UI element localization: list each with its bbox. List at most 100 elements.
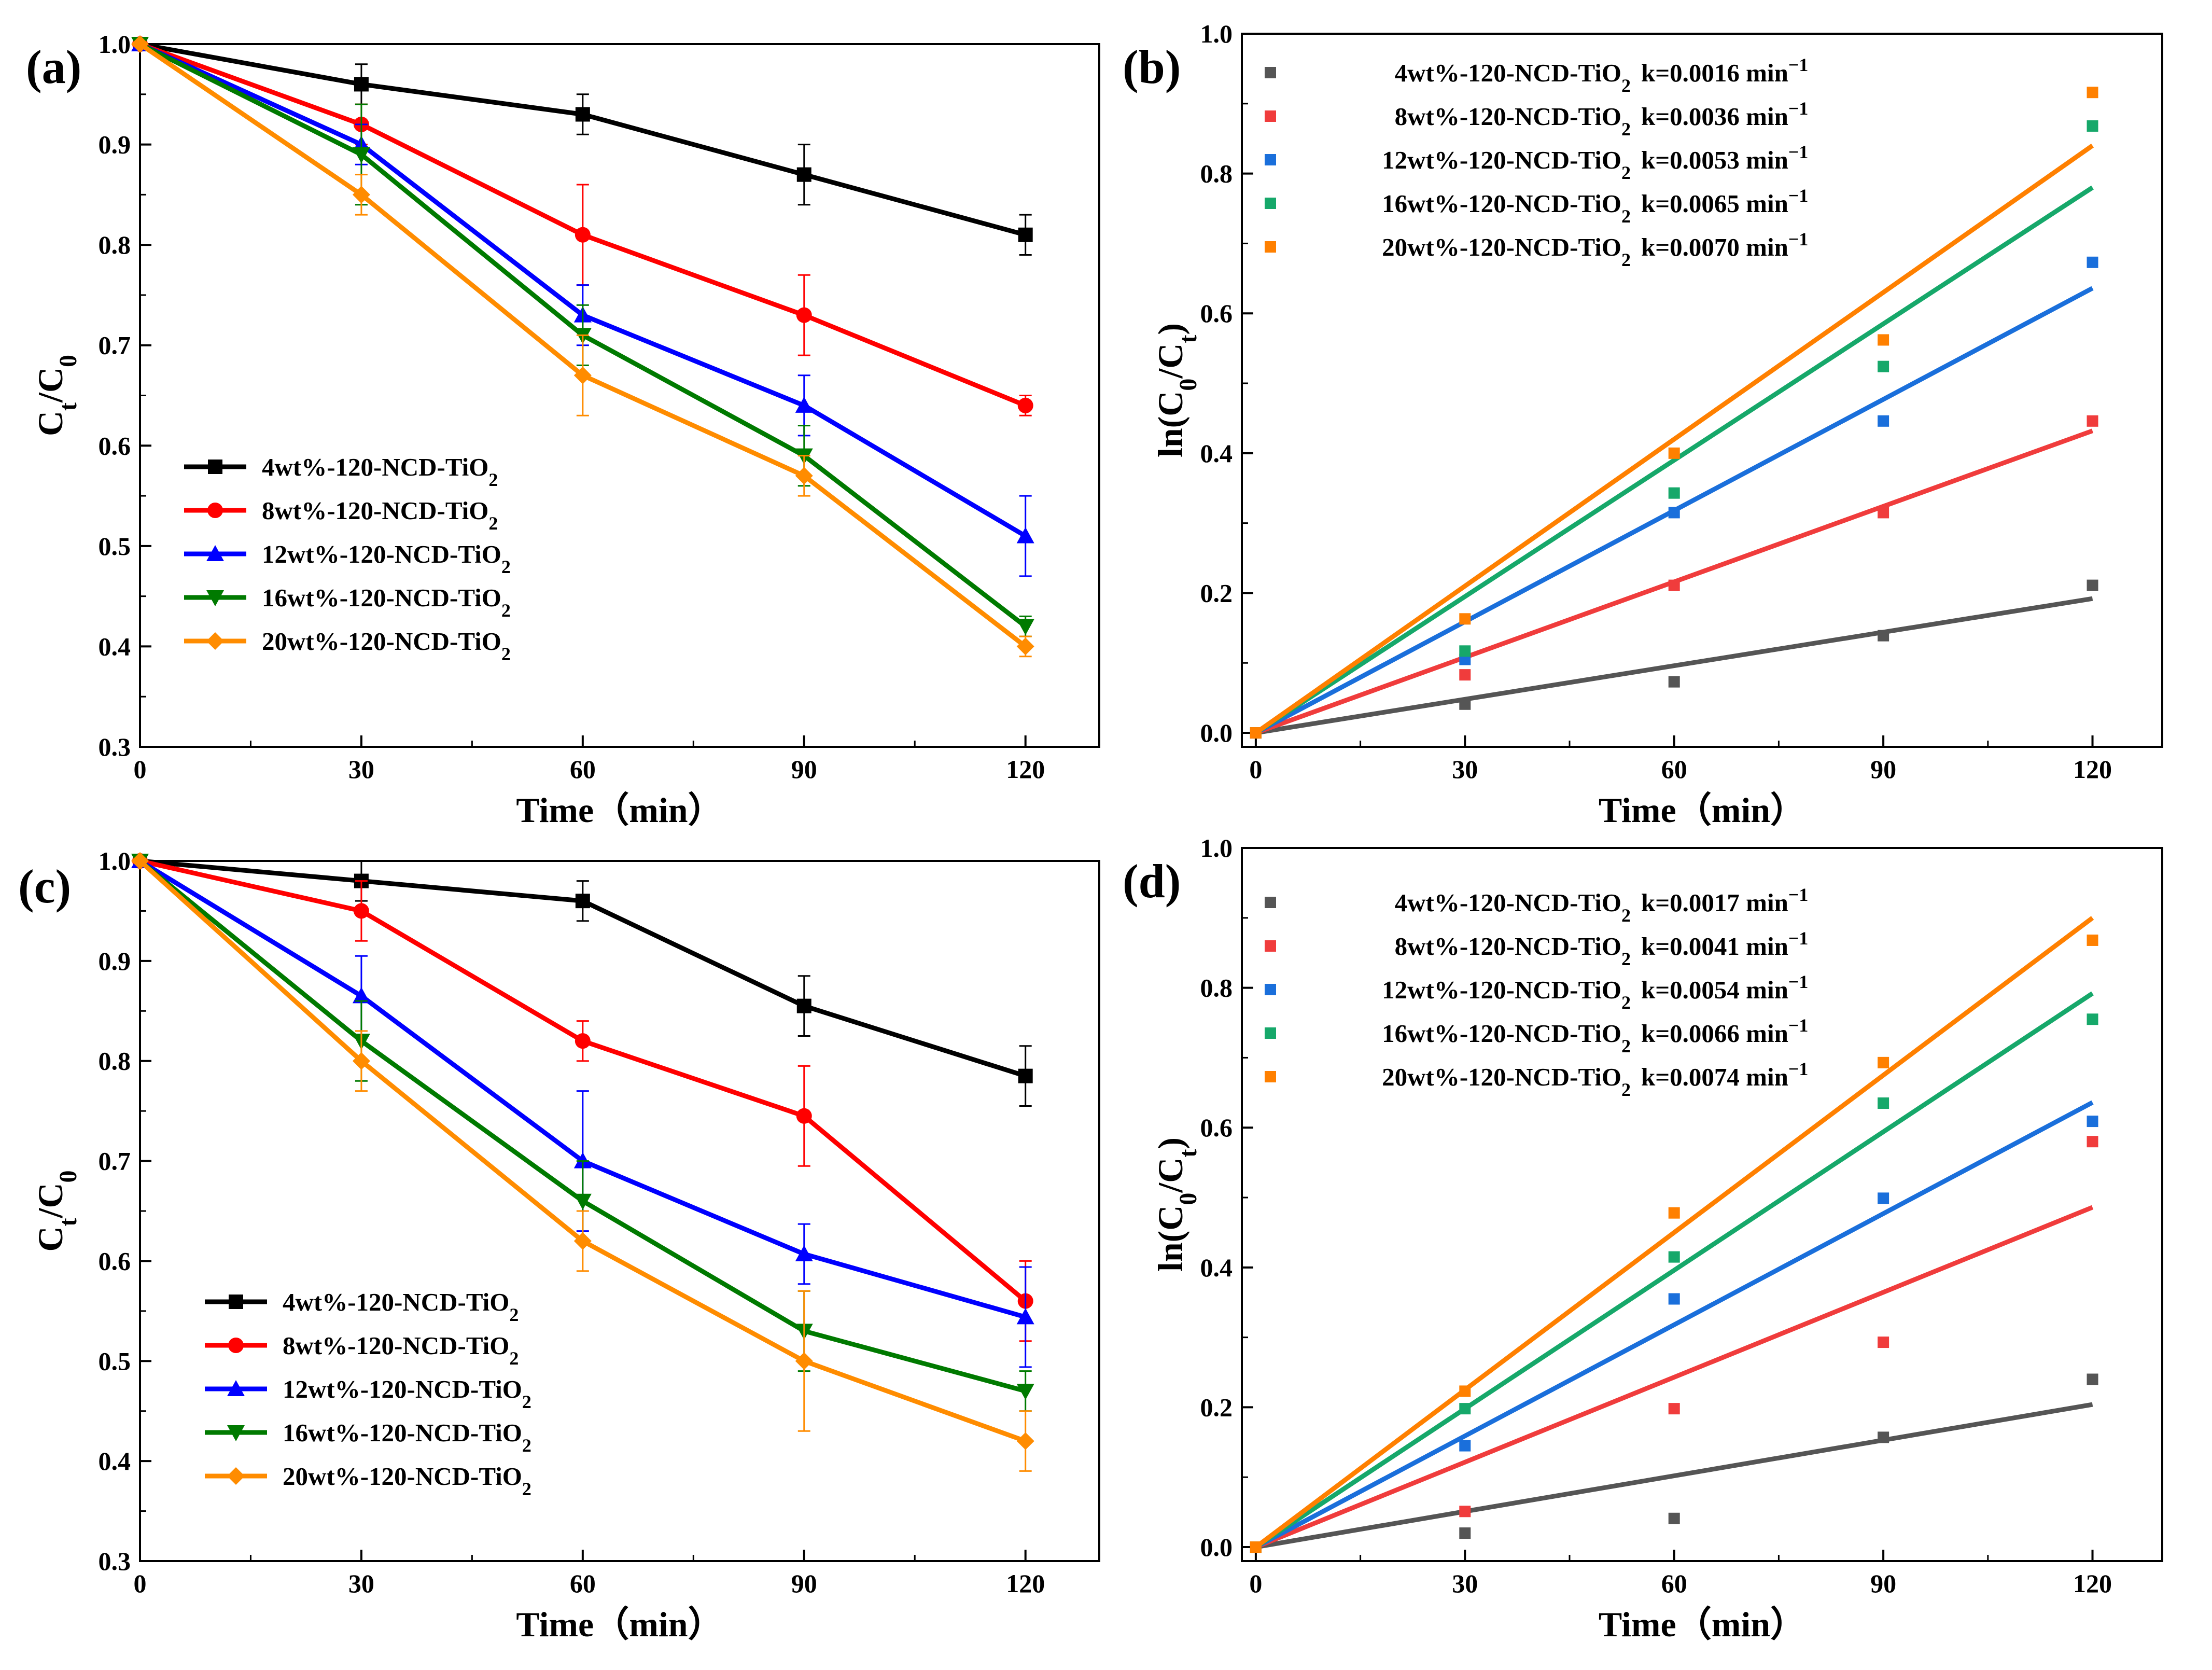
legend-label: 20wt%-120-NCD-TiO2 — [262, 627, 511, 664]
data-point — [1459, 1440, 1471, 1452]
y-tick-label: 1.0 — [99, 846, 131, 875]
fit-line — [1254, 916, 2094, 1549]
data-point — [1016, 527, 1034, 544]
data-point — [1878, 1337, 1889, 1348]
legend-item: 4wt%-120-NCD-TiO2 k=0.0016 min−1 — [1265, 54, 1808, 96]
series-5 — [131, 35, 1034, 658]
legend-item: 20wt%-120-NCD-TiO2 — [184, 627, 511, 664]
panel-label: (a) — [26, 40, 81, 93]
data-point — [2087, 579, 2098, 591]
x-tick-label: 0 — [134, 755, 147, 784]
legend-item: 4wt%-120-NCD-TiO2 k=0.0017 min−1 — [1265, 884, 1808, 926]
data-point — [1016, 619, 1034, 635]
legend-item: 16wt%-120-NCD-TiO2 k=0.0066 min−1 — [1265, 1015, 1808, 1056]
legend-label: 20wt%-120-NCD-TiO2 — [1382, 233, 1631, 270]
legend-marker — [227, 1380, 245, 1396]
data-point — [1017, 397, 1033, 413]
plot-frame — [139, 860, 1100, 1562]
x-tick-label: 60 — [570, 755, 596, 784]
plot-frame — [1241, 847, 2163, 1562]
data-point — [1250, 727, 1262, 739]
data-point — [796, 998, 811, 1013]
legend-item: 4wt%-120-NCD-TiO2 — [205, 1288, 519, 1325]
legend-label: 12wt%-120-NCD-TiO2 — [1382, 146, 1631, 183]
data-point — [1878, 360, 1889, 372]
legend-label: 20wt%-120-NCD-TiO2 — [1382, 1063, 1631, 1100]
legend-marker — [1265, 198, 1276, 209]
legend-label: 16wt%-120-NCD-TiO2 — [283, 1418, 531, 1456]
series-1 — [1250, 579, 2098, 739]
data-point — [1459, 1506, 1471, 1518]
data-point — [575, 894, 590, 909]
panel-c: 0 30 60 90 120 0.3 0.4 0.5 0.6 0.7 0.8 0.9 1.0 Time（m… — [18, 846, 1100, 1644]
data-point — [2087, 256, 2098, 268]
x-tick-label: 30 — [348, 755, 374, 784]
panel-label: (c) — [18, 860, 71, 913]
legend-marker — [227, 1425, 245, 1441]
y-axis-title: ln(C0/Ct) — [1151, 323, 1202, 457]
data-point — [573, 1232, 592, 1250]
legend-label: 16wt%-120-NCD-TiO2 — [1382, 189, 1631, 227]
legend-item: 12wt%-120-NCD-TiO2 — [205, 1375, 531, 1412]
data-point — [1016, 637, 1034, 656]
legend: 4wt%-120-NCD-TiO2 8wt%-120-NCD-TiO2 12wt%-… — [184, 453, 511, 664]
data-point — [353, 903, 369, 919]
legend: 4wt%-120-NCD-TiO2 k=0.0016 min−1 8wt%-120-… — [1265, 54, 1808, 270]
y-tick-label: 0.7 — [99, 331, 131, 360]
legend-item: 20wt%-120-NCD-TiO2 — [205, 1462, 531, 1499]
legend-item: 4wt%-120-NCD-TiO2 — [184, 453, 498, 490]
panel-d: 0 30 60 90 120 0.0 0.2 0.4 0.6 0.8 1.0 Time（min） ln(… — [1123, 833, 2163, 1644]
series-5 — [131, 852, 1034, 1472]
legend-rate-constant: k=0.0017 min−1 — [1641, 884, 1808, 917]
x-tick-label: 0 — [134, 1569, 147, 1598]
data-point — [795, 1245, 813, 1261]
x-tick-label: 60 — [1661, 755, 1687, 784]
legend-marker — [1265, 241, 1276, 253]
legend-label: 8wt%-120-NCD-TiO2 — [1395, 932, 1631, 969]
series-1 — [1250, 1373, 2098, 1553]
y-tick-label: 0.8 — [1200, 973, 1233, 1003]
data-point — [1878, 630, 1889, 642]
x-tick-label: 60 — [1661, 1569, 1687, 1598]
legend-label: 20wt%-120-NCD-TiO2 — [283, 1462, 531, 1499]
data-point — [796, 1108, 812, 1124]
legend-marker — [1265, 940, 1276, 952]
legend-marker — [1265, 154, 1276, 165]
legend-label: 8wt%-120-NCD-TiO2 — [1395, 102, 1631, 140]
legend-marker — [229, 1295, 243, 1309]
data-point — [352, 147, 370, 163]
data-point — [795, 396, 813, 413]
data-point — [131, 852, 149, 870]
x-tick-label: 30 — [348, 1569, 374, 1598]
x-tick-label: 90 — [791, 755, 817, 784]
y-tick-label: 0.9 — [99, 130, 131, 159]
legend-item: 12wt%-120-NCD-TiO2 — [184, 540, 511, 577]
data-point — [354, 77, 369, 92]
legend-label: 12wt%-120-NCD-TiO2 — [1382, 976, 1631, 1013]
data-point — [2087, 120, 2098, 132]
x-axis-title: Time（min） — [516, 790, 723, 830]
data-point — [1250, 1541, 1262, 1553]
y-tick-label: 0.0 — [1200, 718, 1233, 747]
y-tick-label: 0.5 — [99, 532, 131, 561]
y-tick-label: 0.4 — [1200, 439, 1233, 468]
x-tick-label: 90 — [1870, 1569, 1896, 1598]
data-point — [1459, 645, 1471, 657]
x-tick-label: 120 — [1006, 1569, 1045, 1598]
legend-item: 20wt%-120-NCD-TiO2 k=0.0074 min−1 — [1265, 1059, 1808, 1100]
data-point — [1459, 1385, 1471, 1397]
fit-line — [1255, 1205, 2094, 1550]
data-point — [1459, 1403, 1471, 1415]
fit-line — [1254, 144, 2094, 735]
legend-item: 12wt%-120-NCD-TiO2 k=0.0054 min−1 — [1265, 971, 1808, 1013]
series-3 — [131, 852, 1034, 1368]
legend-label: 12wt%-120-NCD-TiO2 — [283, 1375, 531, 1412]
x-tick-label: 120 — [1006, 755, 1045, 784]
series-5 — [1250, 87, 2098, 739]
y-tick-label: 0.9 — [99, 947, 131, 976]
panel-b: 0 30 60 90 120 0.0 0.2 0.4 0.6 0.8 1.0 Time（min） ln(… — [1123, 19, 2163, 830]
legend: 4wt%-120-NCD-TiO2 k=0.0017 min−1 8wt%-120-… — [1265, 884, 1808, 1100]
legend-marker — [206, 590, 224, 606]
y-tick-label: 0.6 — [99, 431, 131, 460]
data-point — [1016, 1432, 1034, 1450]
